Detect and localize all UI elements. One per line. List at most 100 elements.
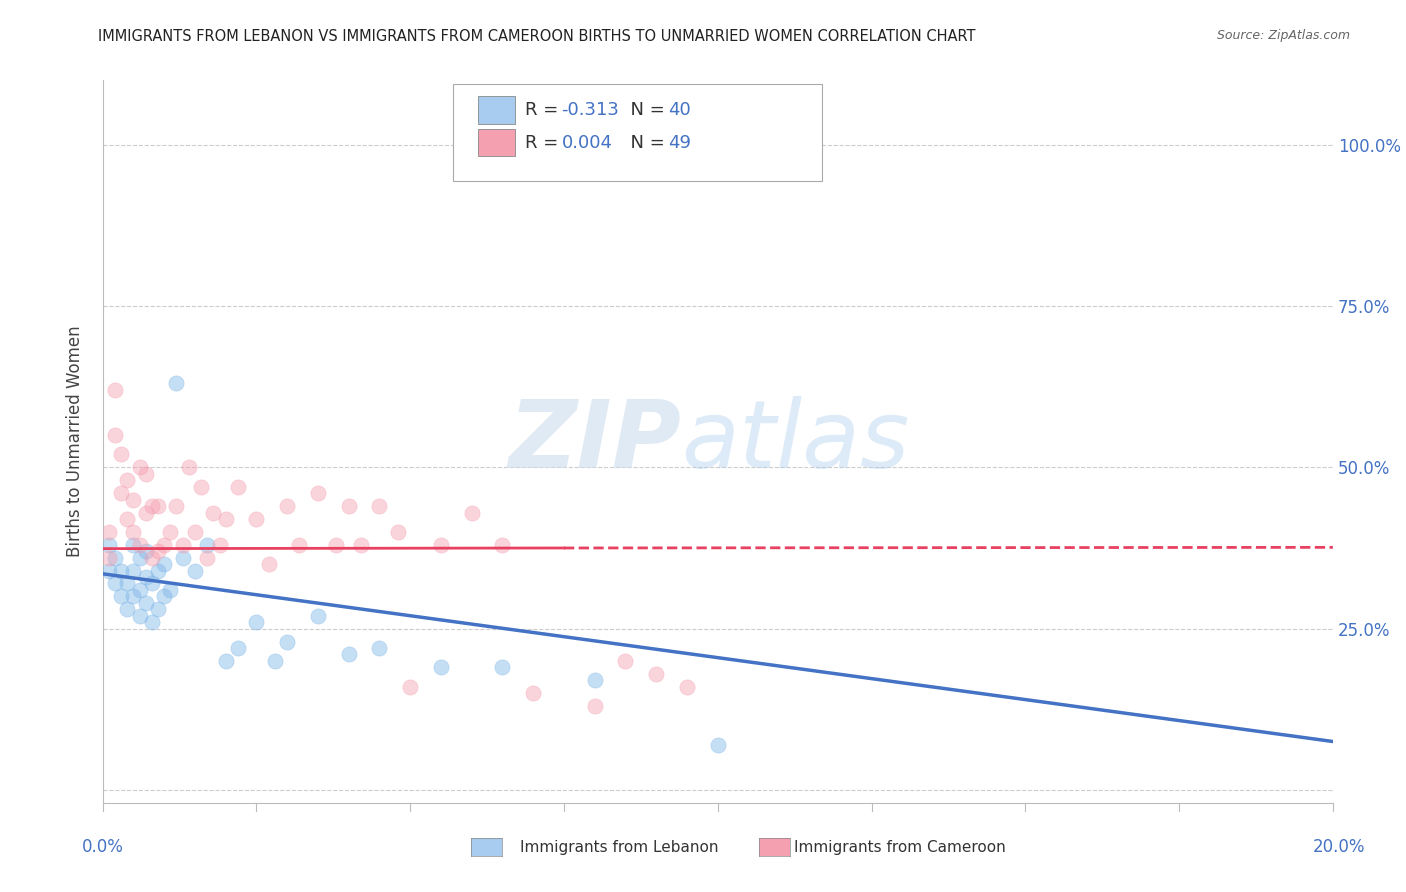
Point (115, 473, 138, 487)
Point (141, 550, 163, 565)
Point (172, 538, 194, 552)
Point (122, 492, 145, 507)
Point (110, 590, 132, 604)
Point (115, 602, 138, 616)
Point (110, 486, 132, 500)
Point (159, 582, 181, 597)
Point (337, 499, 360, 513)
Point (195, 550, 218, 565)
Point (146, 564, 169, 578)
Point (337, 648, 360, 662)
Point (177, 460, 200, 475)
Text: R =: R = (524, 101, 564, 119)
Text: 49: 49 (669, 134, 692, 153)
Point (153, 538, 176, 552)
Point (368, 499, 391, 513)
Point (115, 512, 138, 526)
Point (122, 524, 145, 539)
Point (208, 538, 231, 552)
Point (159, 524, 181, 539)
Point (350, 538, 373, 552)
Point (166, 376, 188, 391)
Text: Source: ZipAtlas.com: Source: ZipAtlas.com (1216, 29, 1350, 42)
Point (645, 666, 668, 681)
Point (491, 660, 513, 674)
Point (141, 576, 163, 591)
Point (122, 590, 145, 604)
Point (399, 680, 422, 694)
Point (110, 447, 132, 461)
Point (245, 615, 267, 630)
FancyBboxPatch shape (478, 96, 515, 124)
Point (245, 512, 267, 526)
Point (430, 538, 453, 552)
Point (128, 550, 150, 565)
Point (276, 499, 298, 513)
Point (110, 564, 132, 578)
Point (676, 680, 699, 694)
Text: 40: 40 (669, 101, 692, 119)
Y-axis label: Births to Unmarried Women: Births to Unmarried Women (66, 326, 84, 558)
Point (166, 499, 188, 513)
Point (214, 654, 236, 668)
Point (135, 570, 157, 584)
Point (146, 499, 169, 513)
Text: -0.313: -0.313 (561, 101, 620, 119)
Text: R =: R = (524, 134, 564, 153)
Point (460, 506, 484, 520)
Point (141, 499, 163, 513)
Point (135, 467, 157, 481)
Point (288, 538, 311, 552)
FancyBboxPatch shape (478, 128, 515, 156)
Point (141, 615, 163, 630)
Point (491, 538, 513, 552)
Point (307, 608, 329, 623)
Point (583, 699, 606, 714)
Text: atlas: atlas (681, 396, 910, 487)
Text: 0.004: 0.004 (561, 134, 613, 153)
Point (153, 557, 176, 571)
Point (226, 480, 249, 494)
Point (226, 640, 249, 655)
Point (172, 550, 194, 565)
Point (184, 524, 207, 539)
Point (387, 524, 409, 539)
Text: ZIP: ZIP (508, 395, 681, 488)
Text: Immigrants from Cameroon: Immigrants from Cameroon (794, 840, 1007, 855)
Text: 20.0%: 20.0% (1312, 838, 1365, 856)
Point (135, 506, 157, 520)
Point (128, 460, 150, 475)
Point (190, 480, 212, 494)
Point (97, 564, 120, 578)
Point (122, 564, 145, 578)
Point (184, 564, 207, 578)
Point (153, 590, 176, 604)
Point (146, 544, 169, 558)
Point (325, 538, 347, 552)
Point (202, 506, 225, 520)
Point (128, 582, 150, 597)
FancyBboxPatch shape (453, 84, 823, 181)
Point (115, 576, 138, 591)
Point (707, 738, 730, 752)
Point (264, 654, 287, 668)
Point (276, 634, 298, 648)
Point (122, 538, 145, 552)
Point (128, 608, 150, 623)
Point (614, 654, 637, 668)
Point (583, 673, 606, 688)
Point (430, 660, 453, 674)
Point (522, 686, 544, 700)
Point (104, 550, 127, 565)
Point (307, 486, 329, 500)
Point (104, 383, 127, 397)
Point (97, 550, 120, 565)
Point (104, 576, 127, 591)
Point (146, 602, 169, 616)
Point (97, 524, 120, 539)
Point (368, 640, 391, 655)
Point (135, 596, 157, 610)
Text: N =: N = (619, 134, 671, 153)
Point (214, 512, 236, 526)
Point (257, 557, 280, 571)
